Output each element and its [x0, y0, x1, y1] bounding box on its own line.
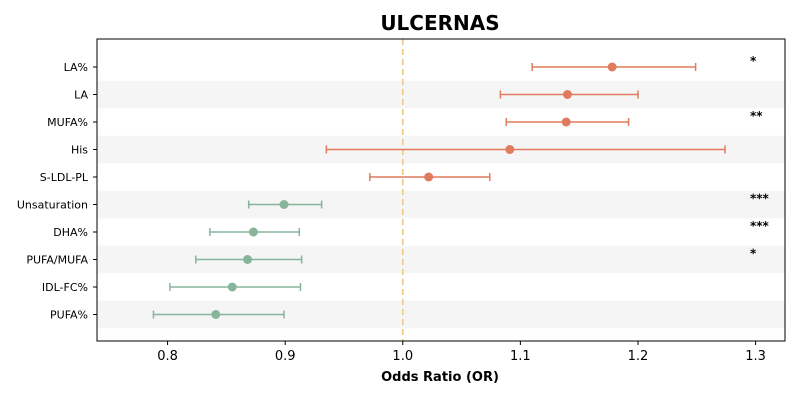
x-tick-label: 1.1 [510, 349, 531, 364]
x-tick-label: 0.8 [157, 349, 178, 364]
y-tick-label: PUFA% [50, 309, 88, 322]
or-point [243, 255, 253, 264]
significance-marker: *** [750, 192, 770, 206]
x-tick-label: 1.3 [745, 349, 766, 364]
significance-marker: * [750, 247, 757, 261]
or-point [211, 310, 221, 319]
x-tick-label: 0.9 [275, 349, 296, 364]
or-point [248, 227, 258, 237]
data-marks [152, 62, 726, 319]
y-tick-label: LA [74, 89, 88, 102]
or-point [424, 172, 434, 182]
x-tick-label: 1.0 [392, 349, 413, 364]
row-bands [97, 80, 785, 329]
significance-labels: ********** [750, 54, 770, 261]
or-point [562, 90, 572, 99]
x-axis-label: Odds Ratio (OR) [381, 370, 499, 385]
x-tick-label: 1.2 [628, 349, 649, 364]
or-point [505, 145, 515, 154]
x-axis-ticks: 0.8 0.9 1.0 1.1 1.2 1.3 [157, 341, 766, 364]
significance-marker: * [750, 54, 757, 68]
plot-frame [96, 38, 786, 342]
y-tick-label: MUFA% [47, 116, 88, 129]
y-tick-label: PUFA/MUFA [26, 254, 88, 267]
y-tick-label: DHA% [53, 226, 88, 239]
row-band [97, 80, 785, 109]
row-band [97, 190, 785, 219]
y-tick-label: IDL-FC% [42, 281, 88, 294]
chart-title: ULCERNAS [380, 11, 499, 35]
or-point [227, 282, 237, 292]
significance-marker: *** [750, 219, 770, 233]
y-tick-label: S-LDL-PL [40, 171, 89, 184]
significance-marker: ** [750, 109, 763, 123]
y-tick-label: His [71, 144, 88, 157]
or-point [607, 62, 617, 72]
y-tick-label: Unsaturation [17, 199, 88, 212]
y-axis-labels: LA% LA MUFA% His S-LDL-PL Unsaturation DHA% PUF… [17, 61, 97, 322]
or-point [279, 200, 289, 209]
or-point [561, 117, 571, 127]
y-tick-label: LA% [64, 61, 88, 74]
